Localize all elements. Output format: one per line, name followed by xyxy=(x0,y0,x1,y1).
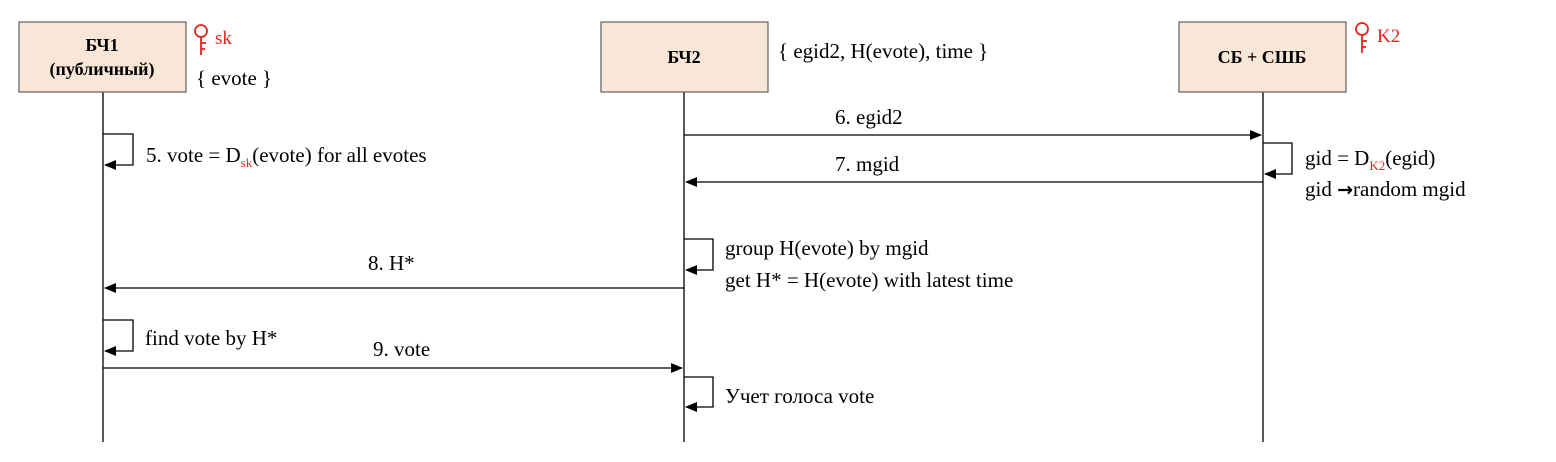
right-arrow-icon: → xyxy=(1337,179,1353,201)
participant-sb: СБ + СШБ xyxy=(1178,21,1347,93)
step9-label: 9. vote xyxy=(373,337,430,361)
find-vote-label: find vote by H* xyxy=(145,326,277,350)
self-arrow-count xyxy=(684,376,714,412)
sb-note-line2: gid →random mgid xyxy=(1305,177,1466,201)
count-vote-label: Учет голоса vote xyxy=(725,384,874,408)
step6-label: 6. egid2 xyxy=(835,105,903,129)
participant-sb-name: СБ + СШБ xyxy=(1218,47,1307,67)
self-arrow-find xyxy=(103,319,134,356)
step8-label: 8. H* xyxy=(368,251,415,275)
participant-bc1-sub: (публичный) xyxy=(49,59,154,80)
bc1-store-note: { evote } xyxy=(196,66,272,90)
step5-label: 5. vote = Dsk(evote) for all evotes xyxy=(146,143,427,170)
participant-bc2-name: БЧ2 xyxy=(667,47,700,67)
bc2-note-line1: group H(evote) by mgid xyxy=(725,236,929,260)
participant-bc2: БЧ2 xyxy=(600,21,769,93)
participant-bc1: БЧ1 (публичный) xyxy=(18,21,187,93)
bc2-store-note: { egid2, H(evote), time } xyxy=(778,39,988,63)
self-arrow-sb xyxy=(1263,142,1293,179)
participant-bc1-name: БЧ1 xyxy=(85,35,118,55)
sb-note-line1: gid = DK2(egid) xyxy=(1305,146,1435,173)
step7-label: 7. mgid xyxy=(835,152,900,176)
key-icon xyxy=(1355,22,1369,53)
bc2-note-line2: get H* = H(evote) with latest time xyxy=(725,268,1013,292)
key-label-sk: sk xyxy=(215,28,232,49)
key-icon xyxy=(194,24,208,55)
self-arrow-bc2-group xyxy=(684,238,714,275)
self-arrow-step5 xyxy=(103,133,134,170)
key-label-k2: K2 xyxy=(1377,26,1400,47)
